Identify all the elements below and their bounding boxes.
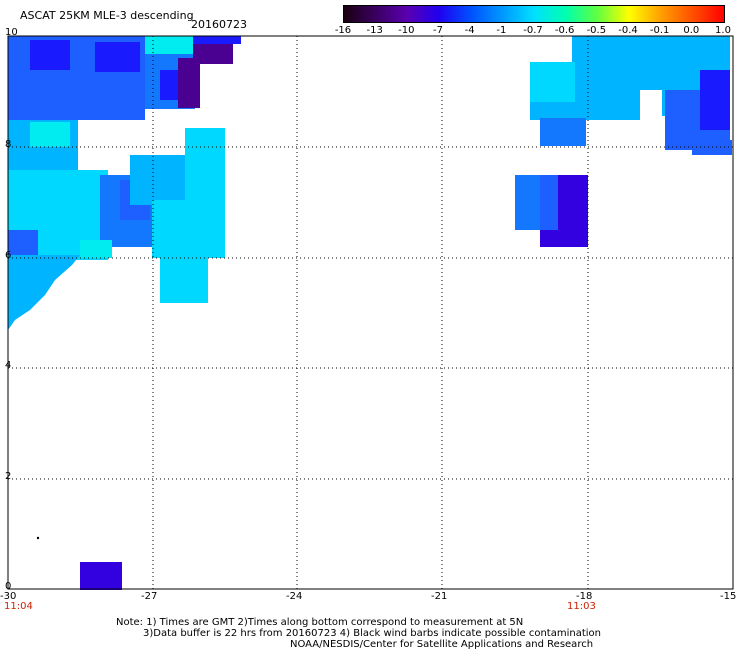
colorbar-label: 1.0 xyxy=(715,25,731,36)
swath-cell xyxy=(178,58,200,108)
colorbar-label: -10 xyxy=(398,25,415,36)
swath-cell xyxy=(700,70,730,130)
colorbar-label: -0.6 xyxy=(554,25,575,36)
note-line-3: NOAA/NESDIS/Center for Satellite Applica… xyxy=(290,639,594,650)
colorbar-label: -16 xyxy=(334,25,352,36)
colorbar-labels: -16 -13 -10 -7 -4 -1 -0.7 -0.6 -0.5 -0.4… xyxy=(335,25,731,37)
gridlines xyxy=(8,36,733,589)
y-tick-label: 2 xyxy=(5,471,12,482)
time-label-right: 11:03 xyxy=(567,601,596,612)
swath-cell xyxy=(95,42,140,72)
swath-cell xyxy=(160,258,208,303)
colorbar-label: -0.1 xyxy=(649,25,670,36)
colorbar-label: -13 xyxy=(366,25,383,36)
colorbar-label: -0.4 xyxy=(618,25,638,36)
swath-cell xyxy=(193,44,233,64)
wind-barb-mark xyxy=(36,536,40,540)
colorbar-label: -7 xyxy=(433,25,443,36)
colorbar-gradient xyxy=(344,6,724,22)
x-tick-label: -21 xyxy=(431,591,448,602)
swath-cell xyxy=(80,240,112,258)
swath-east xyxy=(515,36,732,247)
swath-cell xyxy=(152,200,210,258)
product-title: ASCAT 25KM MLE-3 descending xyxy=(20,9,194,22)
y-tick-label: 10 xyxy=(5,27,18,38)
product-date: 20160723 xyxy=(191,18,247,31)
colorbar-label: -1 xyxy=(496,25,507,36)
y-tick-label: 0 xyxy=(5,581,12,592)
swath-cell xyxy=(30,122,70,147)
note-line-2: 3)Data buffer is 22 hrs from 20160723 4)… xyxy=(143,628,601,639)
x-tick-label: -27 xyxy=(141,591,158,602)
swath-west xyxy=(8,36,241,330)
y-tick-label: 4 xyxy=(5,360,12,371)
swath-cell xyxy=(530,62,575,102)
swath-gap xyxy=(640,90,662,120)
colorbar-label: -4 xyxy=(464,25,475,36)
colorbar-label: -0.7 xyxy=(523,25,543,36)
x-tick-label: -15 xyxy=(720,591,737,602)
swath-cell xyxy=(30,40,70,70)
colorbar-label: -0.5 xyxy=(586,25,607,36)
y-tick-label: 6 xyxy=(5,250,12,261)
y-tick-label: 8 xyxy=(5,139,12,150)
x-tick-label: -30 xyxy=(0,591,17,602)
x-tick-label: -18 xyxy=(576,591,593,602)
swath-cell xyxy=(540,175,558,230)
swath-cell xyxy=(193,36,241,44)
note-line-1: Note: 1) Times are GMT 2)Times along bot… xyxy=(116,617,524,628)
map-frame xyxy=(7,35,734,590)
x-tick-label: -24 xyxy=(286,591,303,602)
swath-cell xyxy=(8,255,80,330)
time-label-left: 11:04 xyxy=(4,601,33,612)
colorbar-label: 0.0 xyxy=(683,25,700,36)
colorbar xyxy=(343,5,725,23)
swath-cell xyxy=(80,562,122,590)
swath-cell xyxy=(145,36,193,54)
swath-cell xyxy=(540,118,586,146)
